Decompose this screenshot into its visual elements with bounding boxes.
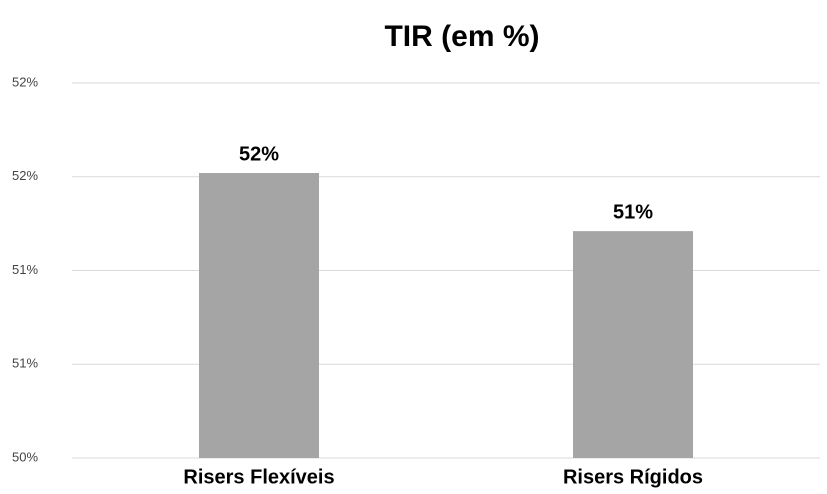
y-tick-label: 52% xyxy=(12,74,38,89)
value-label: 52% xyxy=(239,143,279,165)
y-tick-label: 50% xyxy=(12,449,38,464)
bar xyxy=(573,231,693,458)
chart-title: TIR (em %) xyxy=(384,20,539,53)
y-tick-label: 51% xyxy=(12,356,38,371)
y-tick-label: 51% xyxy=(12,262,38,277)
y-tick-label: 52% xyxy=(12,168,38,183)
bar xyxy=(199,173,319,458)
x-tick-label: Risers Rígidos xyxy=(563,466,703,488)
value-label: 51% xyxy=(613,201,653,223)
x-tick-label: Risers Flexíveis xyxy=(183,466,334,488)
